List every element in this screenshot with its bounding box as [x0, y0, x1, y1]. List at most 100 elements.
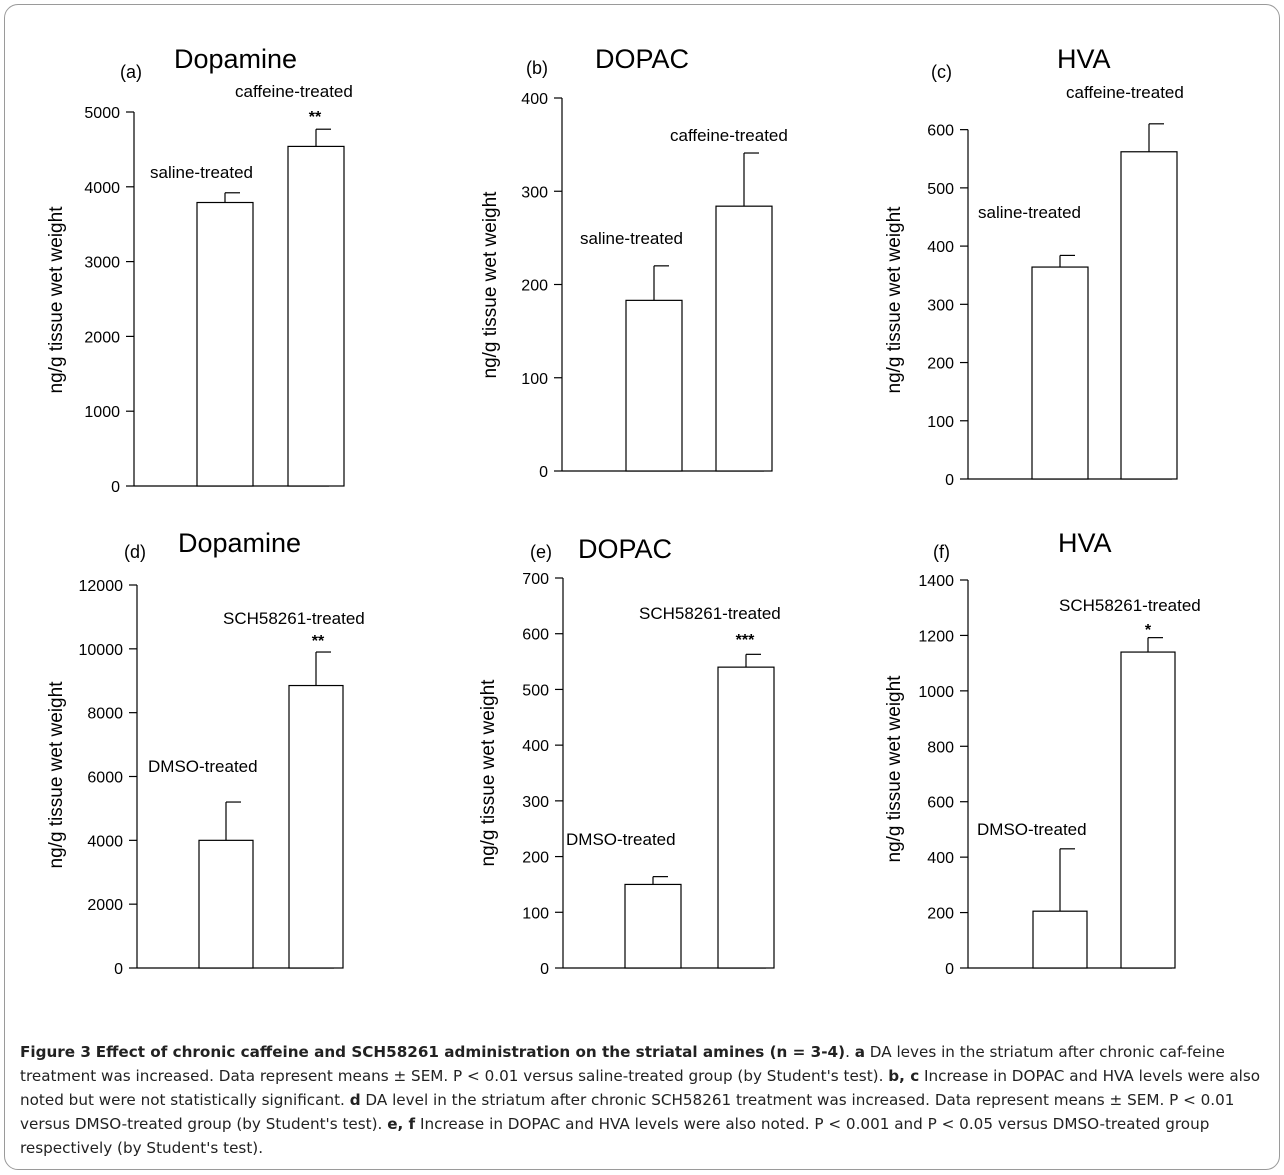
caption-figure-label: Figure 3	[20, 1043, 91, 1061]
y-tick-label: 10000	[79, 642, 124, 659]
panel-label: (b)	[526, 58, 548, 78]
y-axis-label: ng/g tissue wet weight	[884, 675, 905, 863]
y-tick-label: 4000	[87, 833, 123, 850]
y-tick-label: 800	[927, 739, 954, 756]
y-tick-label: 200	[927, 906, 954, 923]
y-tick-label: 1200	[918, 628, 954, 645]
panel-title: Dopamine	[178, 528, 301, 558]
bar-control	[198, 839, 254, 969]
y-tick-label: 400	[521, 91, 548, 108]
y-axis-label: ng/g tissue wet weight	[478, 679, 499, 867]
y-tick-label: 0	[945, 961, 954, 978]
panel-label: (e)	[530, 542, 552, 562]
caption-text: .	[845, 1043, 855, 1061]
panel-title: DOPAC	[578, 534, 672, 564]
panel-label: (a)	[120, 62, 142, 82]
bar-treated	[288, 684, 344, 969]
bar-label: caffeine-treated	[670, 126, 788, 145]
y-tick-label: 300	[927, 297, 954, 314]
panel-label: (f)	[933, 542, 950, 562]
bar-control	[1031, 266, 1089, 480]
y-tick-label: 200	[927, 356, 954, 373]
y-tick-label: 12000	[79, 578, 124, 595]
y-tick-label: 500	[927, 181, 954, 198]
bar-control	[1032, 910, 1088, 969]
y-tick-label: 300	[521, 184, 548, 201]
bar-label: saline-treated	[150, 163, 253, 182]
y-tick-label: 300	[522, 794, 549, 811]
bar-label: DMSO-treated	[566, 830, 676, 849]
bar-control	[196, 201, 254, 487]
y-tick-label: 4000	[84, 180, 120, 197]
y-tick-label: 2000	[84, 329, 120, 346]
caption-body: a DA leves in the striatum after chronic…	[20, 1043, 1260, 1157]
figure-frame	[4, 4, 1280, 1170]
y-tick-label: 100	[927, 414, 954, 431]
y-tick-label: 5000	[84, 105, 120, 122]
y-tick-label: 1000	[84, 404, 120, 421]
caption-sentence: DA leves in the striatum after chronic c…	[20, 1043, 1225, 1085]
caption-panel-ref: e, f	[387, 1115, 416, 1133]
y-tick-label: 0	[114, 961, 123, 978]
y-tick-label: 2000	[87, 897, 123, 914]
bar-control	[625, 299, 683, 472]
y-axis-label: ng/g tissue wet weight	[480, 191, 501, 379]
figure-panels: 010002000300040005000saline-treatedcaffe…	[46, 44, 1201, 978]
y-tick-label: 400	[927, 850, 954, 867]
bar-treated	[717, 666, 775, 969]
bar-label: SCH58261-treated	[1059, 596, 1201, 615]
y-tick-label: 0	[540, 961, 549, 978]
panel-title: DOPAC	[595, 44, 689, 74]
caption-title: Effect of chronic caffeine and SCH58261 …	[95, 1043, 846, 1061]
significance-marker: *	[1145, 622, 1152, 639]
y-tick-label: 600	[927, 123, 954, 140]
significance-marker: **	[309, 109, 322, 126]
y-tick-label: 600	[522, 627, 549, 644]
bar-treated	[715, 205, 773, 472]
bar-label: caffeine-treated	[235, 82, 353, 101]
bar-label: saline-treated	[580, 229, 683, 248]
y-tick-label: 0	[539, 464, 548, 481]
bar-label: caffeine-treated	[1066, 83, 1184, 102]
y-axis-label: ng/g tissue wet weight	[46, 206, 67, 394]
bar-label: DMSO-treated	[977, 820, 1087, 839]
panel-title: HVA	[1057, 44, 1111, 74]
bar-control	[624, 883, 682, 969]
panel-title: Dopamine	[174, 44, 297, 74]
bar-treated	[287, 145, 345, 487]
y-tick-label: 700	[522, 571, 549, 588]
bar-treated	[1120, 651, 1176, 969]
caption-panel-ref: a	[854, 1043, 865, 1061]
bar-label: SCH58261-treated	[223, 609, 365, 628]
caption-sentence: Increase in DOPAC and HVA levels were al…	[20, 1067, 1261, 1109]
y-tick-label: 100	[522, 905, 549, 922]
caption-panel-ref: b, c	[888, 1067, 920, 1085]
bar-label: saline-treated	[978, 203, 1081, 222]
caption-sentence: Increase in DOPAC and HVA levels were al…	[20, 1115, 1210, 1157]
y-axis-label: ng/g tissue wet weight	[46, 681, 67, 869]
y-tick-label: 400	[927, 239, 954, 256]
figure-caption: Figure 3 Effect of chronic caffeine and …	[20, 1040, 1272, 1160]
y-tick-label: 0	[111, 479, 120, 496]
bar-treated	[1120, 151, 1178, 480]
y-tick-label: 500	[522, 682, 549, 699]
y-tick-label: 3000	[84, 255, 120, 272]
significance-marker: ***	[736, 632, 755, 649]
y-axis-label: ng/g tissue wet weight	[884, 206, 905, 394]
panel-label: (d)	[124, 542, 146, 562]
y-tick-label: 1400	[918, 573, 954, 590]
y-tick-label: 1000	[918, 684, 954, 701]
bar-label: DMSO-treated	[148, 757, 258, 776]
y-tick-label: 200	[522, 850, 549, 867]
y-tick-label: 6000	[87, 770, 123, 787]
caption-sentence: DA level in the striatum after chronic S…	[20, 1091, 1235, 1133]
panel-title: HVA	[1058, 528, 1112, 558]
y-tick-label: 200	[521, 278, 548, 295]
bar-label: SCH58261-treated	[639, 604, 781, 623]
y-tick-label: 0	[945, 472, 954, 489]
y-tick-label: 8000	[87, 706, 123, 723]
y-tick-label: 400	[522, 738, 549, 755]
significance-marker: **	[312, 633, 325, 650]
panel-label: (c)	[931, 62, 952, 82]
caption-panel-ref: d	[349, 1091, 361, 1109]
